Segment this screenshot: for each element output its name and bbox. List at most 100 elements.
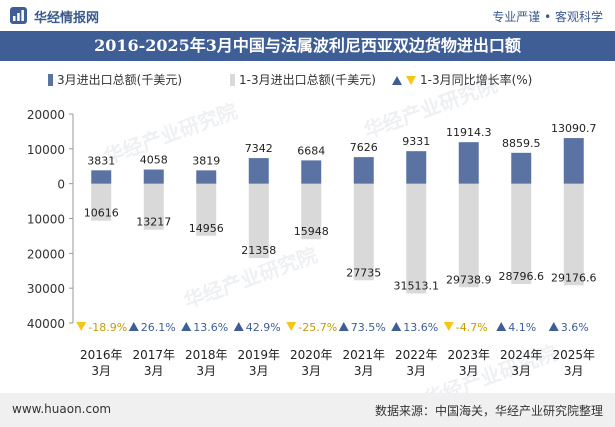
- cumulative-bar: [143, 183, 164, 230]
- bars: 3831 10616 -18.9% 4058 13217 26.1% 3819 14956 13…: [76, 122, 597, 334]
- y-tick-label: 40000: [27, 317, 65, 331]
- march-bar: [143, 169, 164, 184]
- x-tick-label-year: 2024年: [500, 348, 543, 362]
- march-bar: [301, 160, 322, 184]
- march-value-label: 11914.3: [446, 126, 492, 139]
- x-tick-label-month: 3月: [406, 364, 426, 378]
- march-value-label: 8859.5: [502, 137, 541, 150]
- x-tick-label-year: 2016年: [80, 348, 123, 362]
- brand-tagline: 专业严谨 • 客观科学: [492, 10, 603, 24]
- footer: www.huaon.com 数据来源：中国海关，华经产业研究院整理: [0, 393, 615, 427]
- data-source: 数据来源：中国海关，华经产业研究院整理: [374, 404, 603, 418]
- cumulative-value-label: 15948: [294, 225, 329, 238]
- cumulative-value-label: 28796.6: [499, 270, 545, 283]
- growth-up-marker-icon: [548, 322, 559, 331]
- cumulative-value-label: 10616: [84, 207, 119, 220]
- brand-name: 华经情报网: [34, 11, 100, 26]
- growth-rate-label: -25.7%: [298, 321, 337, 334]
- growth-rate-label: 13.6%: [403, 321, 438, 334]
- x-tick-label-month: 3月: [354, 364, 374, 378]
- cumulative-value-label: 14956: [189, 222, 224, 235]
- legend-label-growth: 1-3月同比增长率(%): [420, 72, 532, 87]
- growth-up-marker-icon: [496, 322, 507, 331]
- growth-rate-label: 13.6%: [193, 321, 228, 334]
- growth-down-marker-icon: [76, 322, 87, 331]
- legend-swatch-march: [48, 74, 53, 86]
- x-tick-label-year: 2018年: [185, 348, 228, 362]
- march-bar: [458, 142, 479, 184]
- brand-logo-icon: [10, 7, 27, 24]
- march-bar: [563, 138, 584, 184]
- x-tick-label-year: 2019年: [237, 348, 280, 362]
- march-bar: [196, 170, 217, 184]
- x-tick-label-year: 2022年: [395, 348, 438, 362]
- cumulative-bar: [91, 183, 112, 221]
- growth-up-marker-icon: [181, 322, 192, 331]
- march-bar: [353, 157, 374, 184]
- cumulative-bar: [563, 183, 584, 286]
- growth-rate-label: 4.1%: [508, 321, 536, 334]
- x-tick-label-year: 2021年: [342, 348, 385, 362]
- y-tick-label: 20000: [27, 247, 65, 261]
- march-value-label: 7342: [245, 142, 273, 155]
- x-tick-label-month: 3月: [249, 364, 269, 378]
- march-value-label: 7626: [350, 141, 378, 154]
- growth-rate-label: 26.1%: [141, 321, 176, 334]
- growth-up-marker-icon: [338, 322, 349, 331]
- cumulative-bar: [353, 183, 374, 281]
- legend-swatch-cumulative: [230, 74, 235, 86]
- x-tick-label-month: 3月: [564, 364, 584, 378]
- march-value-label: 3831: [87, 154, 115, 167]
- cumulative-value-label: 31513.1: [394, 279, 440, 292]
- cumulative-value-label: 21358: [241, 244, 276, 257]
- y-tick-label: 10000: [27, 213, 65, 227]
- x-tick-label-month: 3月: [511, 364, 531, 378]
- march-bar: [248, 158, 269, 184]
- march-value-label: 6684: [297, 144, 325, 157]
- cumulative-bar: [406, 183, 427, 294]
- growth-down-marker-icon: [286, 322, 297, 331]
- legend: 3月进出口总额(千美元) 1-3月进出口总额(千美元) 1-3月同比增长率(%): [48, 72, 532, 87]
- legend-up-marker-icon: [392, 76, 402, 85]
- cumulative-value-label: 13217: [136, 216, 171, 229]
- march-value-label: 13090.7: [551, 122, 597, 135]
- top-header: 华经情报网 专业严谨 • 客观科学: [0, 0, 615, 31]
- site-url[interactable]: www.huaon.com: [12, 402, 112, 416]
- march-value-label: 4058: [140, 154, 168, 167]
- march-bar: [91, 170, 112, 184]
- x-tick-label-month: 3月: [301, 364, 321, 378]
- growth-rate-label: -18.9%: [88, 321, 127, 334]
- growth-rate-label: -4.7%: [456, 321, 488, 334]
- march-value-label: 3819: [192, 154, 220, 167]
- x-tick-label-year: 2025年: [552, 348, 595, 362]
- growth-rate-label: 3.6%: [561, 321, 589, 334]
- growth-down-marker-icon: [443, 322, 454, 331]
- cumulative-bar: [196, 183, 217, 236]
- x-tick-label-year: 2020年: [290, 348, 333, 362]
- y-tick-label: 10000: [27, 143, 65, 157]
- y-tick-label: 20000: [27, 108, 65, 122]
- march-bar: [511, 152, 532, 184]
- cumulative-bar: [301, 183, 322, 240]
- cumulative-bar: [511, 183, 532, 284]
- growth-rate-label: 42.9%: [246, 321, 281, 334]
- growth-up-marker-icon: [128, 322, 139, 331]
- y-tick-label: 0: [57, 178, 65, 192]
- cumulative-value-label: 29176.6: [551, 271, 597, 284]
- chart-title: 2016-2025年3月中国与法属波利尼西亚双边货物进出口额: [94, 36, 521, 55]
- x-tick-label-month: 3月: [91, 364, 111, 378]
- cumulative-bar: [248, 183, 269, 259]
- x-axis: 2016年 3月 2017年 3月 2018年 3月 2019年 3月 2020年 3月 2021年…: [80, 348, 595, 378]
- title-bar: 2016-2025年3月中国与法属波利尼西亚双边货物进出口额: [0, 31, 615, 61]
- x-tick-label-month: 3月: [459, 364, 479, 378]
- legend-label-march: 3月进出口总额(千美元): [57, 73, 182, 87]
- cumulative-value-label: 29738.9: [446, 273, 492, 286]
- y-axis: 20000 10000 0 10000 20000 30000 40000: [27, 108, 74, 331]
- growth-up-marker-icon: [391, 322, 402, 331]
- chart-area: 3月进出口总额(千美元) 1-3月进出口总额(千美元) 1-3月同比增长率(%) 2…: [27, 72, 597, 378]
- x-tick-label-month: 3月: [144, 364, 164, 378]
- cumulative-bar: [458, 183, 479, 288]
- cumulative-value-label: 27735: [346, 266, 381, 279]
- growth-up-marker-icon: [233, 322, 244, 331]
- growth-rate-label: 73.5%: [351, 321, 386, 334]
